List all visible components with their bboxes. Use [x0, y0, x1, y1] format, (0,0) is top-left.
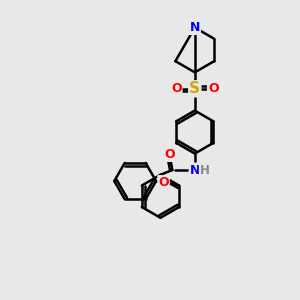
Text: S: S	[189, 81, 200, 96]
Text: N: N	[190, 21, 200, 34]
Text: O: O	[158, 176, 169, 189]
Text: O: O	[208, 82, 219, 95]
Text: H: H	[200, 164, 209, 176]
Text: O: O	[171, 82, 181, 95]
Text: N: N	[190, 164, 200, 176]
Text: O: O	[164, 148, 175, 161]
